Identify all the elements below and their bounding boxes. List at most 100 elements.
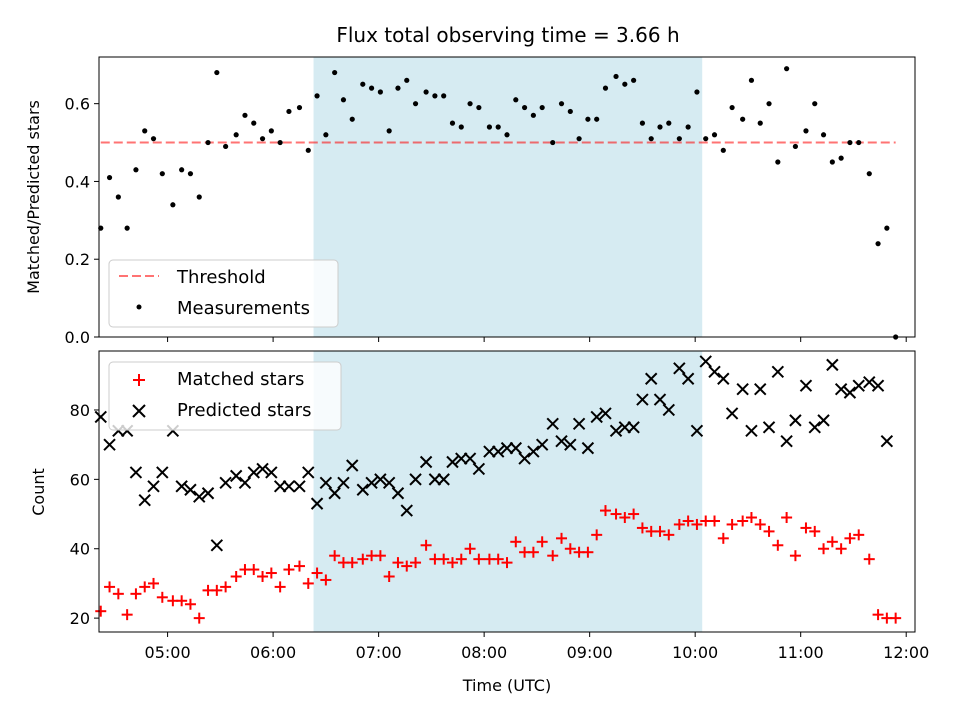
- predicted-star-point: [673, 362, 686, 375]
- predicted-star-point: [826, 358, 839, 372]
- top-y-axis-label: Matched/Predicted stars: [24, 100, 43, 294]
- measurement-point: [449, 120, 456, 126]
- predicted-star-point: [319, 476, 333, 490]
- measurement-point: [495, 124, 501, 130]
- measurement-point: [467, 101, 473, 107]
- measurement-point: [676, 136, 682, 142]
- predicted-star-point: [754, 382, 767, 396]
- matched-star-point: [248, 564, 260, 576]
- predicted-star-point: [346, 459, 359, 472]
- measurement-point: [404, 77, 410, 83]
- x-tick-label: 10:00: [672, 643, 718, 662]
- measurement-point: [866, 171, 872, 177]
- matched-star-point: [789, 550, 801, 562]
- measurement-point: [412, 101, 419, 107]
- predicted-star-point: [156, 466, 169, 479]
- predicted-star-point: [193, 490, 206, 503]
- measurement-point: [268, 128, 274, 134]
- legend-predicted-swatch: [132, 404, 146, 418]
- measurement-point: [296, 104, 303, 111]
- predicted-star-point: [282, 480, 296, 493]
- measurement-point: [622, 81, 628, 87]
- predicted-star-point: [817, 414, 830, 427]
- predicted-star-point: [446, 455, 459, 469]
- measurement-point: [558, 101, 565, 107]
- predicted-star-point: [808, 421, 821, 434]
- predicted-star-point: [437, 473, 450, 486]
- matched-star-point: [148, 577, 160, 589]
- matched-star-point: [610, 508, 622, 520]
- predicted-star-point: [455, 452, 468, 465]
- top-panel: Flux total observing time = 3.66 h 0.00.…: [24, 23, 916, 347]
- matched-star-point: [438, 553, 450, 565]
- predicted-star-point: [472, 462, 486, 476]
- predicted-star-point: [852, 379, 865, 392]
- chart-title: Flux total observing time = 3.66 h: [336, 23, 679, 47]
- measurement-point: [748, 77, 755, 83]
- legend-measurements-swatch: [136, 304, 142, 310]
- measurement-point: [323, 132, 329, 138]
- measurement-point: [395, 85, 401, 91]
- measurement-point: [196, 194, 202, 200]
- measurement-point: [441, 93, 447, 99]
- matched-star-point: [863, 553, 875, 565]
- matched-star-point: [818, 543, 830, 555]
- matched-star-point: [582, 546, 594, 558]
- x-axis-label: Time (UTC): [462, 676, 551, 695]
- matched-star-point: [112, 588, 124, 600]
- predicted-stars-points: [94, 355, 894, 552]
- matched-star-point: [853, 529, 865, 541]
- matched-star-point: [401, 560, 413, 572]
- measurement-point: [711, 132, 718, 138]
- bottom-y-ticks: 20 40 60 80: [70, 401, 99, 628]
- matched-star-point: [809, 525, 821, 537]
- measurement-point: [567, 108, 573, 115]
- matched-star-point: [754, 518, 766, 530]
- measurement-point: [458, 124, 464, 130]
- predicted-star-point: [518, 452, 531, 465]
- bottom-y-tick-label: 80: [70, 401, 90, 420]
- measurement-point: [539, 104, 545, 111]
- predicted-star-point: [789, 414, 802, 427]
- predicted-star-point: [175, 480, 188, 493]
- matched-star-point: [527, 546, 539, 558]
- matched-star-point: [772, 539, 784, 551]
- matched-star-point: [636, 522, 648, 534]
- measurement-point: [314, 93, 320, 99]
- matched-star-point: [329, 550, 341, 562]
- predicted-star-point: [564, 438, 577, 451]
- measurement-point: [106, 174, 113, 181]
- measurement-point: [875, 241, 881, 247]
- measurement-point: [576, 136, 582, 142]
- matched-star-point: [121, 609, 133, 621]
- measurement-point: [377, 89, 383, 95]
- predicted-star-point: [419, 455, 433, 469]
- predicted-star-point: [780, 434, 793, 448]
- predicted-star-point: [717, 372, 730, 385]
- top-y-tick-label: 0.6: [65, 95, 90, 114]
- predicted-star-point: [653, 393, 667, 406]
- predicted-star-point: [771, 365, 785, 379]
- bottom-y-tick-label: 20: [70, 609, 90, 628]
- measurement-point: [305, 147, 311, 153]
- predicted-star-point: [138, 493, 151, 507]
- predicted-star-point: [201, 487, 215, 500]
- bottom-y-axis-label: Count: [29, 468, 48, 516]
- matched-star-point: [844, 532, 856, 544]
- matched-star-point: [763, 525, 775, 537]
- predicted-star-point: [391, 487, 405, 500]
- measurement-point: [187, 171, 194, 177]
- matched-star-point: [473, 553, 485, 565]
- matched-star-point: [599, 505, 611, 517]
- measurement-point: [685, 124, 691, 130]
- matched-star-point: [709, 515, 721, 527]
- matched-star-point: [564, 543, 576, 555]
- predicted-star-point: [725, 407, 739, 420]
- matched-star-point: [619, 512, 631, 524]
- measurement-point: [170, 202, 176, 208]
- predicted-star-point: [509, 441, 523, 455]
- matched-star-point: [293, 560, 305, 572]
- matched-star-point: [274, 581, 286, 593]
- predicted-star-point: [428, 473, 442, 486]
